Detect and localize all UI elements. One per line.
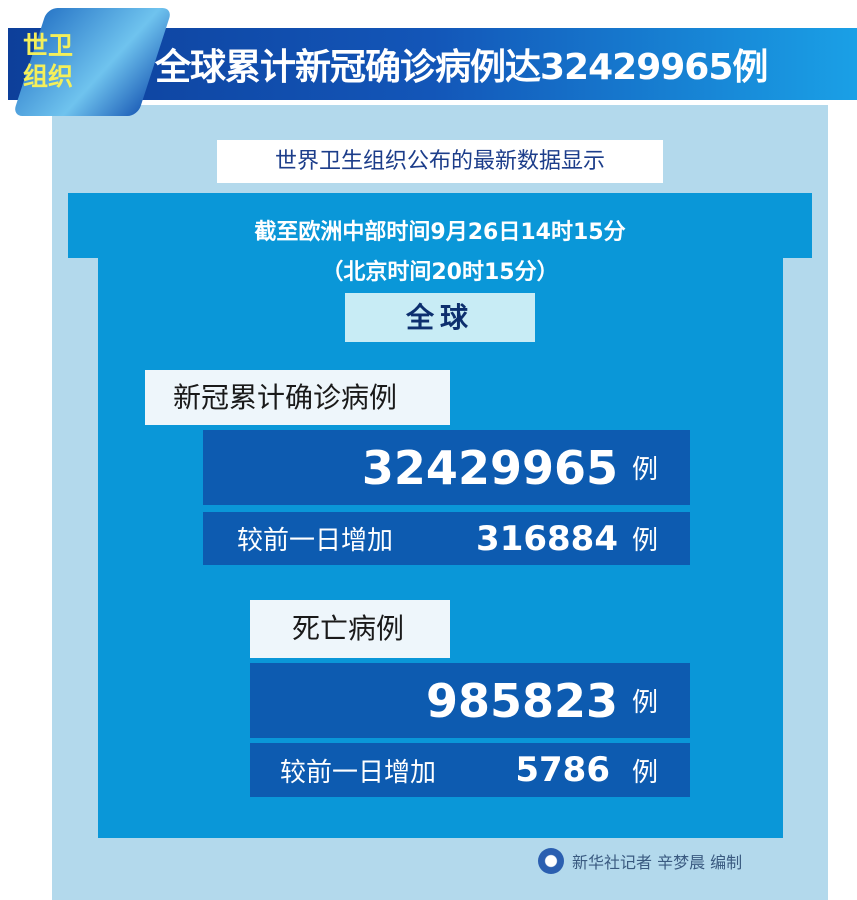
- deaths-total-box: 985823 例: [250, 663, 690, 738]
- deaths-label: 死亡病例: [250, 600, 450, 658]
- cases-total-box: 32429965 例: [203, 430, 690, 505]
- deaths-total: 985823: [425, 673, 618, 728]
- time-line2: （北京时间20时15分）: [321, 260, 559, 285]
- cases-increase-box: 较前一日增加 316884 例: [203, 512, 690, 565]
- cases-label: 新冠累计确诊病例: [145, 370, 450, 425]
- time-band: [68, 193, 812, 258]
- deaths-increase-box: 较前一日增加 5786 例: [250, 743, 690, 797]
- subtitle: 世界卫生组织公布的最新数据显示: [217, 140, 663, 183]
- cases-total: 32429965: [361, 440, 618, 495]
- xinhua-logo-icon: [538, 848, 564, 874]
- deaths-increase: 5786: [515, 750, 610, 790]
- who-badge: 世卫 组织: [22, 31, 73, 91]
- cases-increase: 316884: [476, 518, 618, 559]
- region-label: 全球: [345, 293, 535, 342]
- time-line1: 截至欧洲中部时间9月26日14时15分: [254, 220, 626, 245]
- page-title: 全球累计新冠确诊病例达32429965例: [155, 47, 768, 88]
- credit: 新华社记者 辛梦晨 编制: [538, 848, 742, 874]
